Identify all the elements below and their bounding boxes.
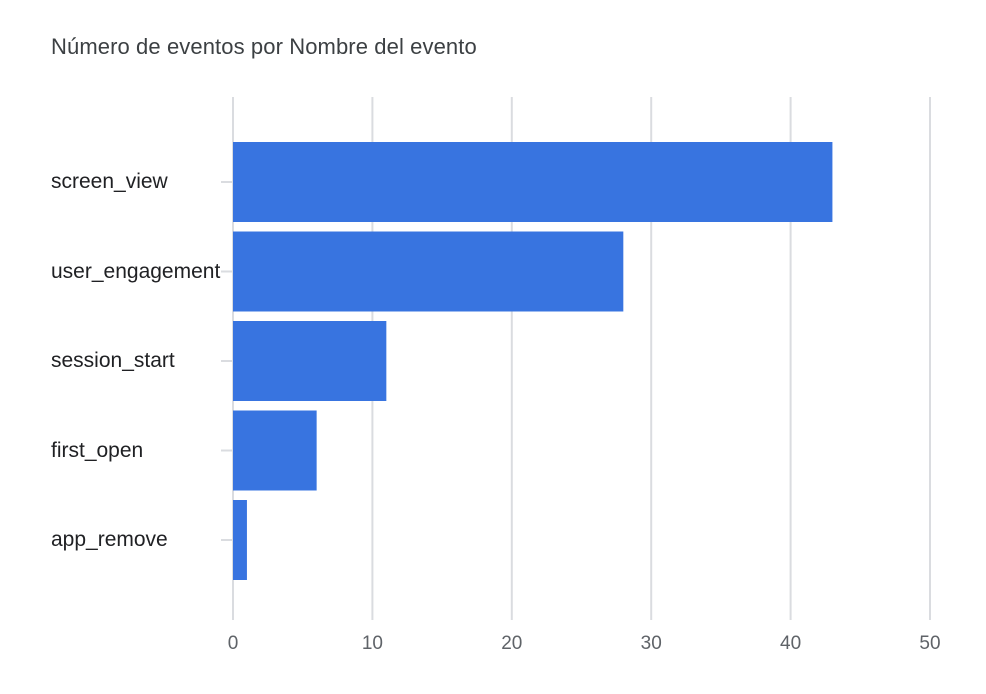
bar-app-remove[interactable]: [233, 500, 247, 580]
chart-title: Número de eventos por Nombre del evento: [51, 34, 477, 59]
x-tick-label: 0: [228, 633, 239, 654]
category-label: screen_view: [51, 170, 168, 193]
bar-first-open[interactable]: [233, 410, 317, 491]
x-axis-ticks: 0 10 20 30 40 50: [228, 633, 941, 654]
category-label: app_remove: [51, 528, 168, 551]
x-tick-label: 10: [362, 633, 383, 654]
x-tick-label: 20: [501, 633, 522, 654]
category-label: first_open: [51, 438, 144, 462]
category-label: user_engagement: [51, 259, 221, 283]
x-tick-label: 40: [780, 633, 801, 654]
bar-screen-view[interactable]: [233, 142, 833, 222]
bars: [233, 142, 833, 580]
x-tick-label: 30: [641, 633, 662, 654]
category-label: session_start: [51, 349, 175, 372]
x-tick-label: 50: [919, 633, 940, 654]
bar-user-engageme-nt[interactable]: [233, 231, 624, 312]
bar-session-start[interactable]: [233, 321, 387, 401]
